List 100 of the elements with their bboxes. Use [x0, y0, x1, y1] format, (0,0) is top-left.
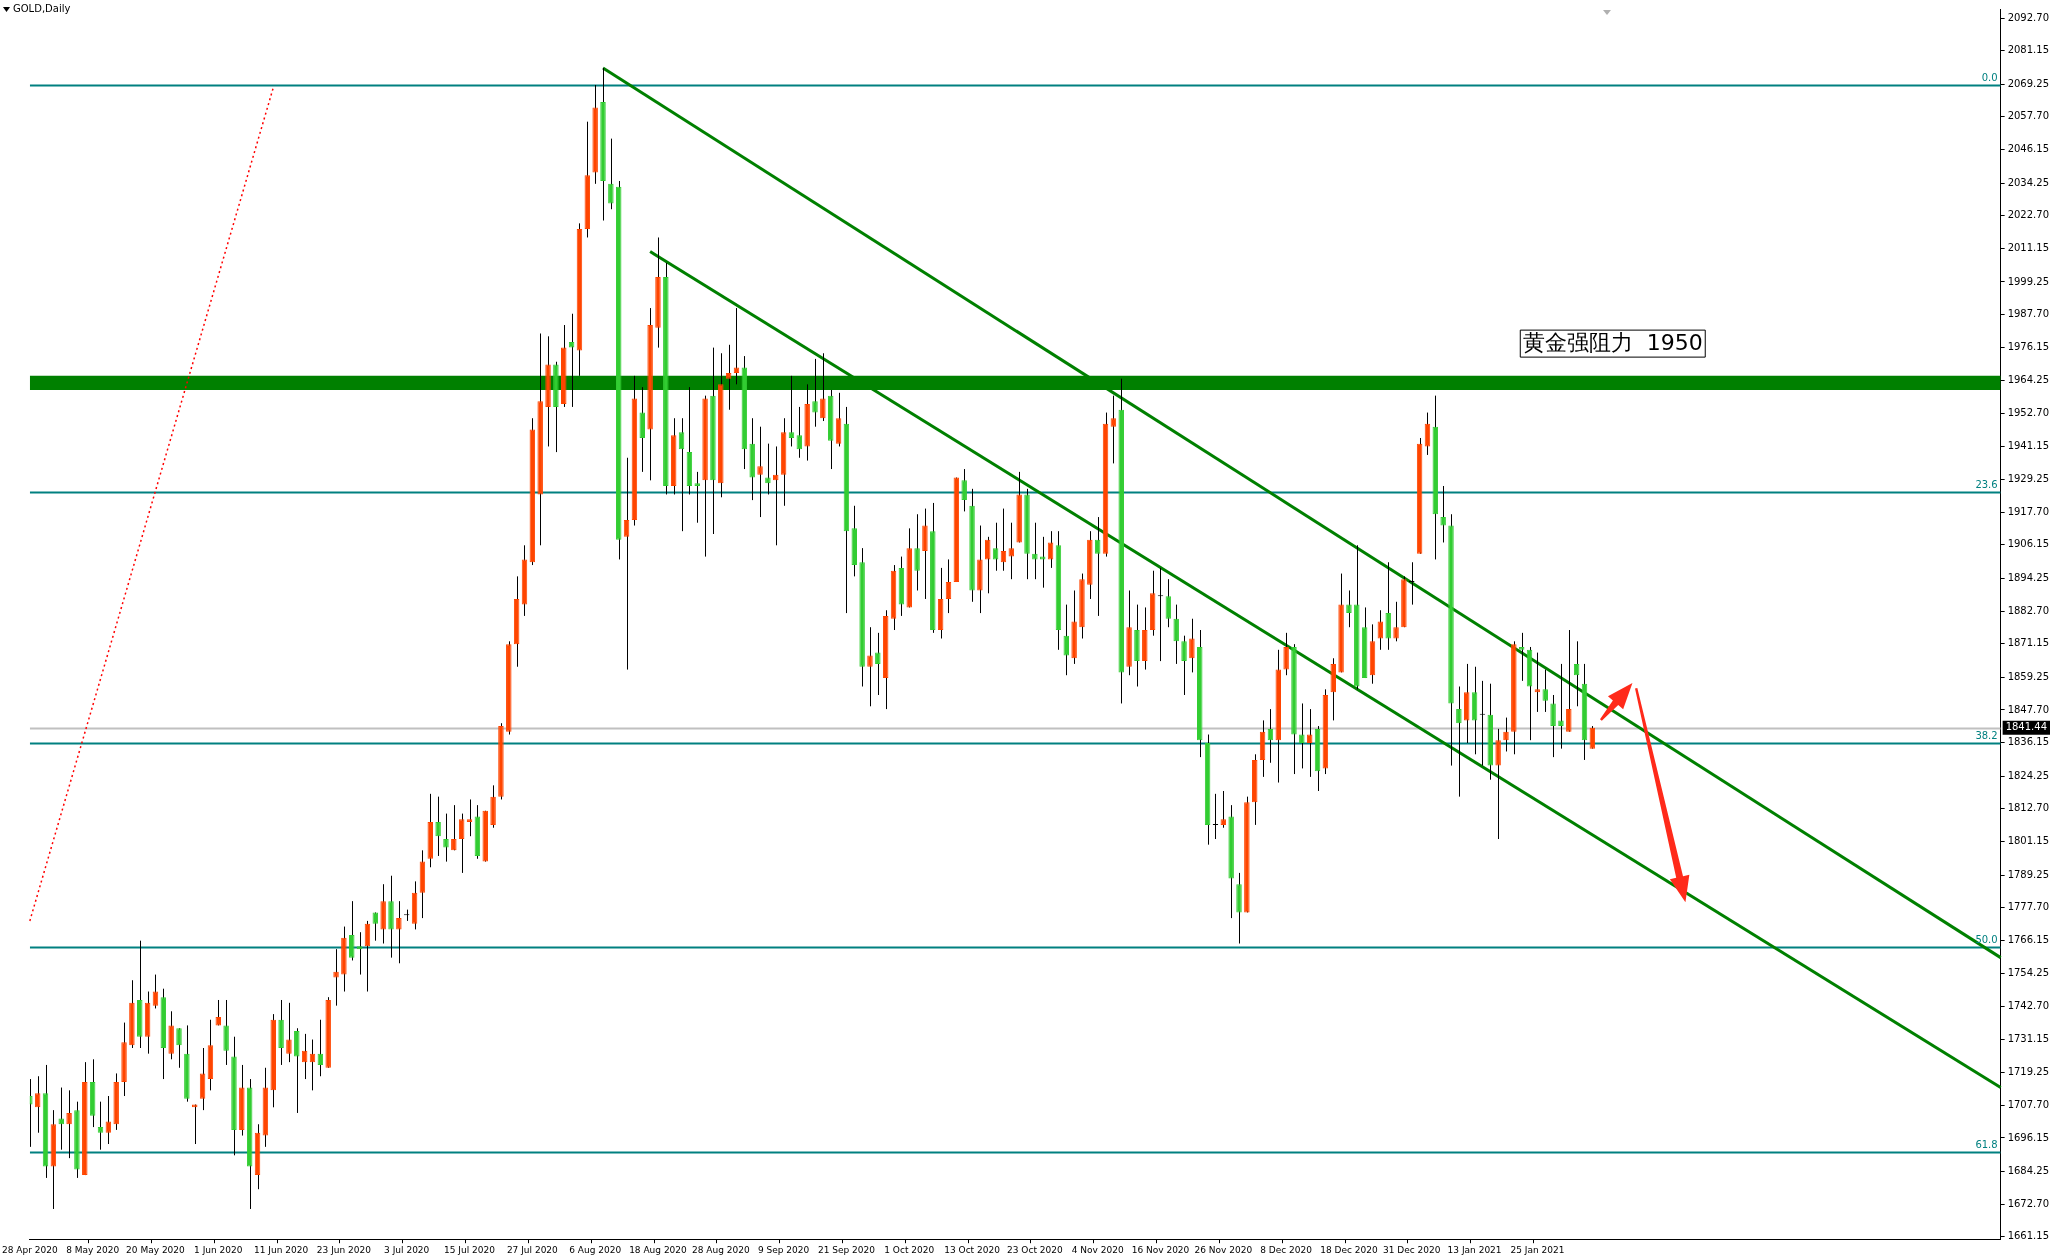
x-tick-label: 1 Jun 2020 — [194, 1244, 243, 1255]
x-tick-label: 18 Dec 2020 — [1320, 1244, 1378, 1255]
candlestick — [1385, 561, 1391, 651]
x-tick-label: 1 Oct 2020 — [884, 1244, 935, 1255]
x-tick-label: 9 Sep 2020 — [757, 1244, 810, 1255]
candlestick — [922, 508, 928, 600]
x-tick-label: 16 Nov 2020 — [1131, 1244, 1190, 1255]
x-tick-label: 28 Apr 2020 — [2, 1244, 58, 1255]
y-tick-label: 2046.15 — [2007, 143, 2050, 155]
candlestick — [1173, 604, 1179, 665]
x-tick-label: 28 Aug 2020 — [691, 1244, 750, 1255]
y-tick-label: 1707.70 — [2007, 1098, 2050, 1110]
x-tick-label: 18 Aug 2020 — [629, 1244, 688, 1255]
y-tick-label: 2022.70 — [2007, 209, 2050, 221]
candlestick — [1189, 618, 1195, 673]
candlestick — [875, 632, 881, 696]
y-tick-label: 2011.15 — [2007, 241, 2050, 253]
candlestick — [1518, 632, 1525, 682]
y-tick-label: 2034.25 — [2007, 176, 2050, 188]
candlestick — [1110, 395, 1117, 464]
y-tick-label: 1754.25 — [2007, 967, 2050, 979]
candlestick — [1550, 694, 1556, 758]
candlestick — [1542, 669, 1548, 713]
candlestick — [372, 911, 379, 942]
y-tick-label: 1742.70 — [2007, 1000, 2050, 1012]
annotation: 38.2 — [1975, 730, 1998, 742]
candlestick — [176, 1027, 182, 1069]
y-tick-label: 2069.25 — [2007, 77, 2050, 89]
candlestick — [985, 536, 991, 594]
candlestick — [333, 948, 339, 1007]
candlestick — [105, 1095, 112, 1145]
x-tick-label: 20 May 2020 — [126, 1244, 186, 1255]
candlestick — [1346, 589, 1352, 628]
y-tick-label: 1929.25 — [2007, 473, 2050, 485]
candlestick — [294, 1027, 300, 1114]
candlestick — [451, 804, 457, 851]
candlestick — [1008, 522, 1015, 580]
y-tick-label: 1777.70 — [2007, 901, 2050, 913]
candlestick — [443, 813, 449, 863]
x-tick-label: 23 Jun 2020 — [316, 1244, 372, 1255]
y-tick-label: 1812.70 — [2007, 802, 2050, 814]
candlestick — [356, 931, 363, 976]
x-tick-label: 27 Jul 2020 — [506, 1244, 559, 1255]
y-tick-label: 2092.70 — [2007, 11, 2050, 23]
y-tick-label: 1952.70 — [2007, 407, 2050, 419]
annotation: 黄金强阻力 1950 — [1522, 330, 1703, 356]
candlestick — [1534, 652, 1541, 713]
x-tick-label: 23 Oct 2020 — [1007, 1244, 1063, 1255]
y-tick-label: 1696.15 — [2007, 1131, 2050, 1143]
candlestick — [765, 443, 771, 495]
annotation: 23.6 — [1975, 479, 1998, 491]
y-tick-label: 1906.15 — [2007, 538, 2050, 550]
candlestick — [961, 468, 967, 512]
candlestick — [812, 358, 818, 428]
annotation: 50.0 — [1975, 934, 1998, 946]
candlestick — [820, 352, 826, 422]
candlestick — [1181, 635, 1187, 696]
candlestick — [1032, 522, 1038, 580]
y-tick-label: 1964.25 — [2007, 374, 2050, 386]
x-tick-label: 13 Jan 2021 — [1447, 1244, 1502, 1255]
candlestick — [788, 375, 795, 447]
candlestick — [435, 796, 441, 857]
x-tick-label: 11 Jun 2020 — [254, 1244, 309, 1255]
candlestick — [58, 1087, 64, 1151]
candlestick — [1212, 793, 1219, 840]
candlestick — [396, 900, 402, 964]
y-tick-label: 1894.25 — [2007, 572, 2050, 584]
candlestick — [568, 313, 575, 408]
ref-line-label: 1841.44 — [2005, 721, 2048, 733]
candlestick — [1558, 663, 1564, 750]
y-tick-label: 1999.25 — [2007, 275, 2050, 287]
x-tick-label: 13 Oct 2020 — [944, 1244, 1001, 1255]
candlestick — [97, 1101, 104, 1151]
y-tick-label: 1719.25 — [2007, 1066, 2050, 1078]
x-tick-label: 26 Nov 2020 — [1194, 1244, 1253, 1255]
candlestick — [191, 1103, 198, 1145]
annotation: 61.8 — [1975, 1139, 1998, 1151]
x-tick-label: 15 Jul 2020 — [444, 1244, 496, 1255]
candlestick — [466, 798, 473, 837]
candlestick — [1566, 629, 1572, 733]
chart-title: GOLD,Daily — [13, 3, 71, 15]
x-tick-label: 21 Sep 2020 — [817, 1244, 876, 1255]
candlestick — [1220, 790, 1227, 829]
y-tick-label: 1941.15 — [2007, 439, 2050, 451]
y-tick-label: 1661.15 — [2007, 1230, 2050, 1242]
candlestick — [1393, 601, 1399, 642]
candlestick — [223, 999, 229, 1066]
y-tick-label: 1917.70 — [2007, 505, 2050, 517]
y-tick-label: 1801.15 — [2007, 835, 2050, 847]
x-tick-label: 4 Nov 2020 — [1071, 1244, 1124, 1255]
candlestick — [694, 471, 700, 524]
candlestick — [773, 445, 779, 546]
candlestick — [757, 426, 763, 518]
y-tick-label: 1789.25 — [2007, 868, 2050, 880]
y-tick-label: 1847.70 — [2007, 703, 2050, 715]
candlestick — [914, 513, 920, 591]
y-tick-label: 1976.15 — [2007, 340, 2050, 352]
annotation: 0.0 — [1981, 72, 1998, 84]
x-tick-label: 8 Dec 2020 — [1260, 1244, 1313, 1255]
candlestick — [1440, 485, 1446, 543]
